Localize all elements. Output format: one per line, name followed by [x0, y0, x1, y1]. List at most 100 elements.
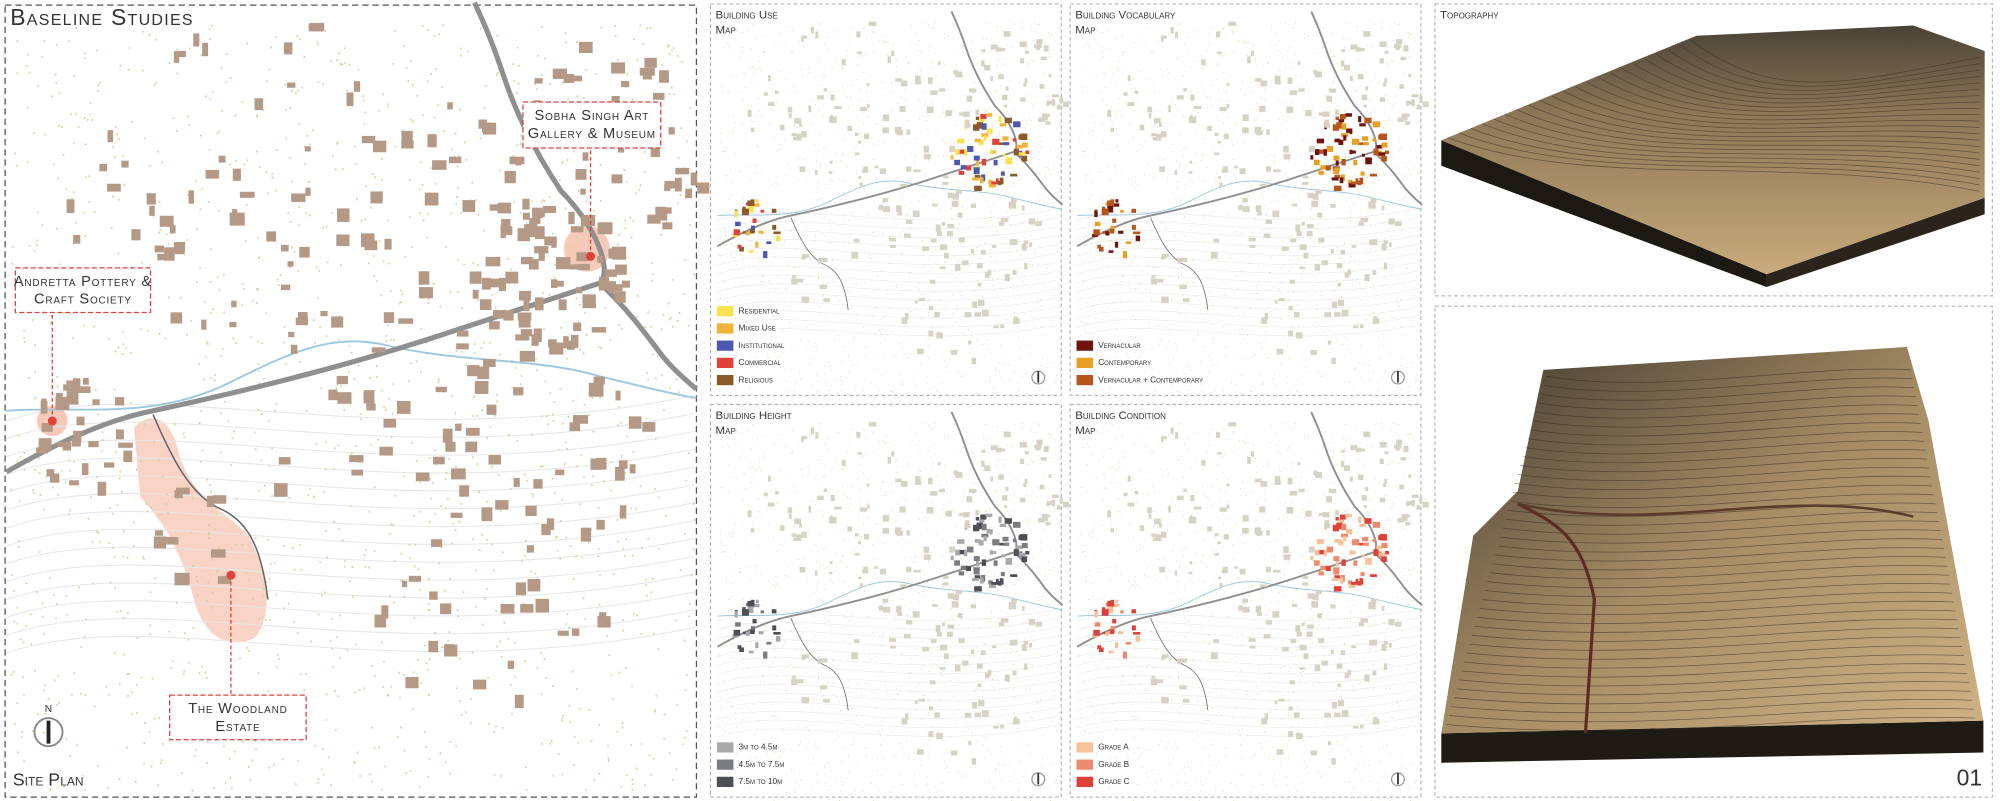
building: [859, 106, 868, 112]
building: [535, 598, 550, 613]
building: [1221, 168, 1228, 173]
building: [747, 600, 754, 607]
building: [929, 279, 936, 284]
building: [1353, 159, 1358, 166]
building: [154, 245, 165, 253]
building: [1311, 200, 1319, 208]
building: [936, 231, 943, 237]
building: [1213, 238, 1220, 243]
building: [1335, 559, 1339, 567]
building: [966, 565, 972, 571]
building: [992, 539, 1000, 546]
building: [964, 520, 970, 527]
building: [66, 380, 79, 392]
building: [1112, 619, 1117, 624]
building: [428, 640, 439, 653]
building: [964, 523, 971, 529]
building: [758, 230, 764, 234]
building: [1000, 217, 1009, 223]
building: [372, 140, 387, 153]
building: [115, 429, 124, 440]
building: [801, 131, 807, 137]
building: [664, 180, 676, 189]
building: [1323, 149, 1327, 156]
building: [1324, 520, 1330, 527]
building: [1348, 183, 1356, 188]
building: [984, 672, 990, 679]
building: [752, 218, 757, 223]
building: [773, 231, 781, 235]
building: [1219, 182, 1223, 188]
building: [462, 200, 476, 212]
building: [576, 252, 589, 262]
contour: [1492, 556, 1946, 571]
building: [557, 630, 569, 636]
building: [882, 206, 891, 213]
building: [1283, 546, 1289, 554]
building: [889, 645, 896, 649]
building: [1333, 185, 1342, 192]
building: [611, 174, 623, 184]
building: [1000, 572, 1005, 577]
building: [1286, 507, 1294, 514]
building: [971, 357, 977, 365]
building: [930, 238, 937, 243]
building: [642, 422, 656, 432]
building: [1350, 581, 1356, 585]
building: [1160, 35, 1164, 42]
building: [987, 269, 992, 276]
building: [531, 334, 539, 346]
legend-swatch: [1076, 759, 1094, 770]
building: [1402, 116, 1408, 121]
contour: [1515, 475, 1931, 490]
building: [955, 549, 960, 556]
building: [1120, 209, 1124, 213]
contour: [1522, 449, 1926, 464]
building: [862, 168, 869, 173]
building: [1170, 427, 1174, 434]
building: [815, 31, 819, 39]
building: [1307, 593, 1314, 599]
contour: [1466, 645, 1963, 660]
legend-label: 4.5m to 7.5m: [739, 759, 785, 769]
building: [361, 135, 376, 144]
building: [1365, 486, 1369, 492]
building: [451, 468, 466, 480]
building: [891, 50, 895, 57]
building: [173, 51, 180, 63]
building: [1170, 26, 1174, 34]
building: [803, 35, 808, 39]
building: [985, 113, 993, 117]
building: [942, 181, 949, 185]
building: [1372, 670, 1377, 676]
building: [810, 26, 814, 34]
building: [1010, 574, 1018, 577]
building: [1004, 104, 1008, 108]
building: [353, 81, 361, 92]
building: [500, 226, 513, 236]
building: [1357, 581, 1362, 586]
building: [989, 550, 993, 555]
building: [1314, 471, 1319, 477]
callout-text: Estate: [215, 719, 260, 735]
building: [1341, 533, 1349, 538]
building: [1352, 325, 1359, 329]
north-needle: [1397, 371, 1399, 383]
building: [1151, 275, 1156, 279]
building: [1260, 80, 1268, 87]
building: [396, 400, 411, 414]
building: [46, 469, 55, 477]
building: [1381, 142, 1388, 148]
building: [897, 612, 903, 616]
building: [791, 278, 798, 285]
building: [1363, 542, 1369, 546]
building: [1306, 231, 1313, 237]
building: [1013, 718, 1020, 725]
building: [1302, 575, 1309, 579]
building: [1343, 64, 1350, 71]
building: [299, 246, 310, 258]
building: [1402, 517, 1408, 521]
building: [1340, 650, 1346, 656]
building: [981, 123, 987, 130]
